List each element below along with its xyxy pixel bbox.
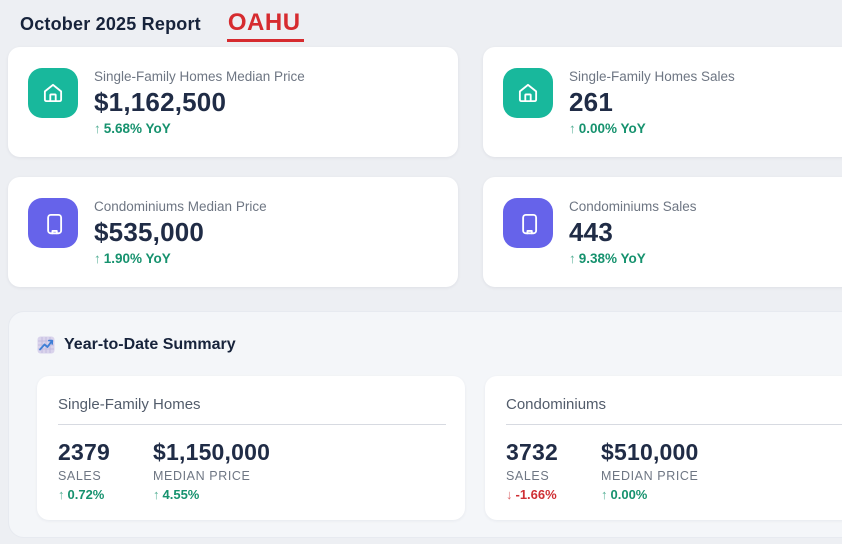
card-label: Condominiums Sales [569, 199, 697, 214]
up-arrow-icon: ↑ [569, 250, 576, 266]
ytd-stat-sales: 3732 SALES ↓ -1.66% [506, 440, 601, 502]
down-arrow-icon: ↓ [506, 487, 513, 503]
page-title: October 2025 Report [20, 14, 201, 34]
stat-value: 3732 [506, 439, 558, 465]
stat-label: MEDIAN PRICE [153, 469, 251, 484]
card-delta: ↑ 5.68% YoY [94, 120, 171, 136]
card-label: Condominiums Median Price [94, 199, 267, 214]
card-delta: ↑ 0.00% YoY [569, 120, 646, 136]
stat-label: SALES [58, 469, 102, 484]
ytd-grid: Single-Family Homes 2379 SALES ↑ 0.72% $1… [37, 376, 842, 520]
stat-delta: ↑ 4.55% [153, 487, 200, 503]
card-sfh-median-price: Single-Family Homes Median Price $1,162,… [8, 47, 458, 157]
card-delta: ↑ 1.90% YoY [94, 250, 171, 266]
ytd-stats-row: 3732 SALES ↓ -1.66% $510,000 MEDIAN PRICE… [506, 440, 842, 502]
card-text: Condominiums Median Price $535,000 ↑ 1.90… [94, 199, 267, 266]
card-condo-median-price: Condominiums Median Price $535,000 ↑ 1.90… [8, 177, 458, 287]
stat-value: $1,150,000 [153, 439, 271, 465]
up-arrow-icon: ↑ [94, 120, 101, 136]
card-value: $1,162,500 [94, 86, 227, 117]
house-icon [503, 68, 553, 118]
card-label: Single-Family Homes Sales [569, 69, 735, 84]
up-arrow-icon: ↑ [153, 487, 160, 503]
ytd-header: Year-to-Date Summary [37, 336, 842, 354]
ytd-stat-median-price: $1,150,000 MEDIAN PRICE ↑ 4.55% [153, 440, 270, 502]
region-link[interactable]: OAHU [226, 9, 304, 42]
stat-cards-grid: Single-Family Homes Median Price $1,162,… [8, 47, 842, 287]
card-delta: ↑ 9.38% YoY [569, 250, 646, 266]
up-arrow-icon: ↑ [94, 250, 101, 266]
up-arrow-icon: ↑ [569, 120, 576, 136]
ytd-title: Year-to-Date Summary [64, 336, 236, 353]
stat-delta: ↑ 0.00% [601, 487, 648, 503]
card-text: Single-Family Homes Median Price $1,162,… [94, 69, 305, 136]
stat-value: 2379 [58, 439, 110, 465]
stat-label: SALES [506, 469, 550, 484]
up-arrow-icon: ↑ [601, 487, 608, 503]
card-value: 443 [569, 216, 613, 247]
ytd-stats-row: 2379 SALES ↑ 0.72% $1,150,000 MEDIAN PRIC… [58, 440, 446, 502]
ytd-stat-median-price: $510,000 MEDIAN PRICE ↑ 0.00% [601, 440, 699, 502]
report-header: October 2025 Report OAHU [0, 0, 842, 42]
condo-building-icon [503, 198, 553, 248]
up-arrow-icon: ↑ [58, 487, 65, 503]
ytd-summary-section: Year-to-Date Summary Single-Family Homes… [8, 311, 842, 538]
stat-delta: ↓ -1.66% [506, 487, 557, 503]
ytd-card-condominiums: Condominiums 3732 SALES ↓ -1.66% $510,000… [485, 376, 842, 520]
stat-value: $510,000 [601, 439, 699, 465]
ytd-card-single-family: Single-Family Homes 2379 SALES ↑ 0.72% $1… [37, 376, 465, 520]
card-condo-sales: Condominiums Sales 443 ↑ 9.38% YoY [483, 177, 842, 287]
stat-delta: ↑ 0.72% [58, 487, 105, 503]
ytd-card-name: Condominiums [506, 396, 607, 413]
ytd-card-name: Single-Family Homes [58, 396, 201, 413]
card-sfh-sales: Single-Family Homes Sales 261 ↑ 0.00% YoY [483, 47, 842, 157]
condo-building-icon [28, 198, 78, 248]
divider [58, 424, 446, 425]
card-value: 261 [569, 86, 613, 117]
stat-label: MEDIAN PRICE [601, 469, 699, 484]
card-text: Single-Family Homes Sales 261 ↑ 0.00% YoY [569, 69, 735, 136]
card-text: Condominiums Sales 443 ↑ 9.38% YoY [569, 199, 697, 266]
ytd-stat-sales: 2379 SALES ↑ 0.72% [58, 440, 153, 502]
card-value: $535,000 [94, 216, 205, 247]
chart-increasing-icon [37, 336, 55, 354]
card-label: Single-Family Homes Median Price [94, 69, 305, 84]
house-icon [28, 68, 78, 118]
divider [506, 424, 842, 425]
